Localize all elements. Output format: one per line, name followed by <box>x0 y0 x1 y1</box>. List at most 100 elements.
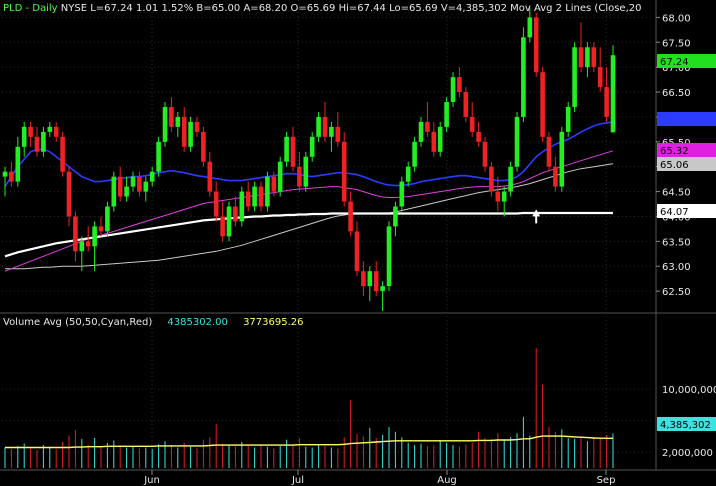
candle-body <box>329 126 334 137</box>
candle-body <box>98 226 104 232</box>
candle-body <box>476 131 481 142</box>
candle-body <box>565 106 571 132</box>
candle-body <box>444 102 449 127</box>
candle-body <box>169 106 174 127</box>
volume-tick-label: 10,000,000 <box>662 385 716 396</box>
candle-body <box>85 241 91 247</box>
candle-body <box>28 126 33 137</box>
candle-body <box>386 226 392 287</box>
candle-body <box>546 136 552 167</box>
candle-body <box>591 47 597 68</box>
price-tick-label: 67.00 <box>662 63 691 74</box>
price-tag-bg <box>657 204 716 218</box>
candle-body <box>149 171 155 182</box>
candle-body <box>207 161 213 192</box>
candle-body <box>380 286 385 292</box>
candle-body <box>585 47 590 68</box>
candle-body <box>348 201 353 232</box>
candle-body <box>501 191 507 202</box>
candle-body <box>53 126 59 137</box>
candle-body <box>572 47 577 107</box>
candle-body <box>34 136 40 152</box>
candle-body <box>66 171 72 217</box>
candle-body <box>463 92 469 117</box>
volume-tag: 4,385,302 <box>660 420 711 431</box>
candle-body <box>137 176 142 192</box>
candle-body <box>367 271 373 287</box>
candle-body <box>73 216 78 252</box>
candle-body <box>412 141 417 167</box>
candle-body <box>15 146 21 182</box>
candle-body <box>437 126 443 152</box>
x-tick-label: Jun <box>143 475 160 486</box>
candle-body <box>418 121 424 142</box>
candle-body <box>239 191 245 222</box>
candle-body <box>290 136 296 167</box>
price-tag-bg <box>657 143 716 157</box>
candle-body <box>489 166 494 192</box>
candle-body <box>194 121 200 132</box>
volume-average-line <box>5 435 613 449</box>
candle-body <box>105 206 110 232</box>
candle-body <box>521 37 526 117</box>
candle-body <box>450 77 456 103</box>
candle-body <box>297 166 302 187</box>
last-price: L=67.24 <box>90 3 133 14</box>
candle-body <box>303 156 309 187</box>
candle-body <box>265 176 270 207</box>
low-price: Lo=65.69 <box>389 3 438 14</box>
bid-price: B=65.00 <box>196 3 241 14</box>
candle-body <box>373 271 379 292</box>
chart-header: PLD - Daily NYSE L=67.24 1.01 1.52% B=65… <box>3 3 641 14</box>
candle-body <box>610 55 616 133</box>
candle-body <box>9 171 14 182</box>
candle-body <box>469 116 475 132</box>
x-tick-label: Jul <box>291 475 304 486</box>
volume-value: 4385302.00 <box>167 317 228 328</box>
candle-body <box>322 116 328 137</box>
candle-body <box>393 206 398 227</box>
exchange-label: NYSE <box>60 3 88 14</box>
candle-body <box>495 191 501 202</box>
x-tick-label: Aug <box>437 475 457 486</box>
price-tick-label: 63.50 <box>662 237 691 248</box>
candle-body <box>156 141 161 172</box>
candle-body <box>117 176 123 197</box>
price-tag: 65.32 <box>660 146 689 157</box>
ma50-line <box>4 150 614 272</box>
candle-body <box>431 131 437 152</box>
candle-body <box>533 17 539 73</box>
price-change-pct: 1.52% <box>161 3 194 14</box>
candle-body <box>284 136 289 162</box>
volume-header: Volume Avg (50,50,Cyan,Red) 4385302.00 3… <box>3 317 304 328</box>
candle-body <box>245 191 251 207</box>
candle-body <box>143 181 149 192</box>
candle-body <box>111 176 117 207</box>
price-tag-bg <box>657 54 716 68</box>
candle-body <box>559 131 565 187</box>
volume-average-value: 3773695.26 <box>243 317 304 328</box>
candle-body <box>527 17 533 38</box>
x-tick-label: Sep <box>597 475 616 486</box>
high-price: Hi=67.44 <box>338 3 386 14</box>
candle-body <box>130 176 136 187</box>
candle-body <box>41 131 46 152</box>
candle-body <box>21 126 27 147</box>
candle-body <box>124 186 129 197</box>
candle-body <box>188 121 193 147</box>
candle-body <box>226 206 232 237</box>
volume-study-label: Volume Avg (50,50,Cyan,Red) <box>3 317 153 328</box>
candle-body <box>405 166 411 182</box>
candle-body <box>162 106 168 142</box>
candle-body <box>540 72 545 137</box>
candle-body <box>92 226 97 247</box>
candle-body <box>2 171 8 177</box>
candle-body <box>309 136 315 157</box>
price-tick-label: 67.50 <box>662 38 691 49</box>
candle-body <box>316 116 321 137</box>
ma200-line <box>4 211 613 258</box>
candle-body <box>233 206 238 222</box>
open-price: O=65.69 <box>290 3 336 14</box>
